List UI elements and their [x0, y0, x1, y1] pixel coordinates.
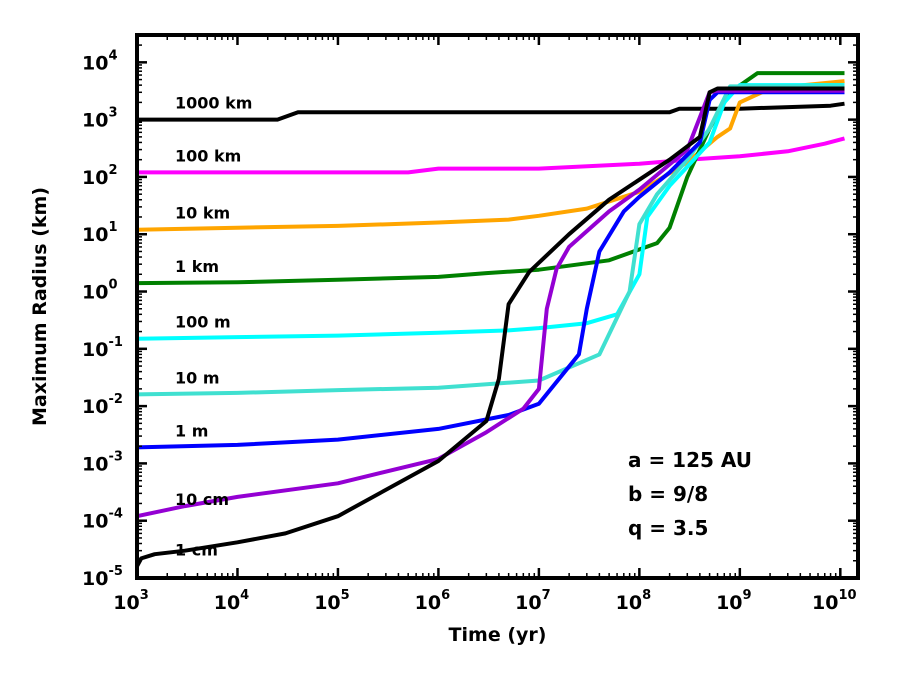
series-line-10-km	[137, 79, 845, 232]
x-tick-label: 105	[314, 588, 350, 614]
y-tick-label: 10-4	[82, 507, 123, 533]
x-tick-label: 108	[616, 588, 652, 614]
series-line-10-cm	[137, 88, 845, 519]
series-label-1-m: 1 m	[175, 421, 208, 440]
x-tick-label: 104	[214, 588, 250, 614]
y-tick-label: 104	[82, 48, 118, 74]
series-label-100-m: 100 m	[175, 313, 231, 332]
y-tick-label: 103	[82, 106, 118, 132]
x-axis-title: Time (yr)	[449, 624, 547, 646]
x-tick-label: 106	[415, 588, 451, 614]
series-line-100-km	[137, 136, 846, 175]
series-lines	[137, 71, 846, 568]
parameter-annotations: a = 125 AU b = 9/8 q = 3.5	[628, 448, 752, 540]
series-label-10-km: 10 km	[175, 204, 230, 223]
series-label-100-km: 100 km	[175, 146, 241, 165]
series-label-1000-km: 1000 km	[175, 94, 252, 113]
series-labels: 1000 km 100 km 10 km 1 km 100 m 10 m 1 m 10 cm 1…	[175, 94, 252, 560]
y-axis-title: Maximum Radius (km)	[29, 187, 51, 426]
series-label-10-cm: 10 cm	[175, 490, 229, 509]
axis-ticks: 103 104 105 106 107 108 109 1010 10-5 10-4 10-3 10-…	[82, 35, 858, 614]
x-tick-label: 107	[515, 588, 551, 614]
y-tick-label: 102	[82, 163, 118, 189]
y-tick-label: 10-5	[82, 564, 123, 590]
plot-frame	[135, 33, 860, 580]
y-tick-label: 10-2	[82, 392, 123, 418]
series-label-1-cm: 1 cm	[175, 540, 218, 559]
series-line-10-m	[137, 84, 845, 397]
series-label-10-m: 10 m	[175, 368, 220, 387]
y-tick-label: 101	[82, 220, 118, 246]
x-tick-label: 103	[113, 588, 149, 614]
x-tick-label: 1010	[812, 588, 857, 614]
annotation-line: b = 9/8	[628, 482, 708, 506]
y-tick-label: 10-1	[82, 335, 123, 361]
series-line-100-m	[137, 83, 845, 341]
y-tick-label: 100	[82, 278, 118, 304]
series-line-1-cm	[137, 86, 845, 568]
x-tick-label: 109	[716, 588, 752, 614]
annotation-line: q = 3.5	[628, 516, 708, 540]
series-line-1000-km	[137, 101, 845, 122]
series-label-1-km: 1 km	[175, 257, 219, 276]
y-tick-label: 10-3	[82, 449, 123, 475]
annotation-line: a = 125 AU	[628, 448, 752, 472]
